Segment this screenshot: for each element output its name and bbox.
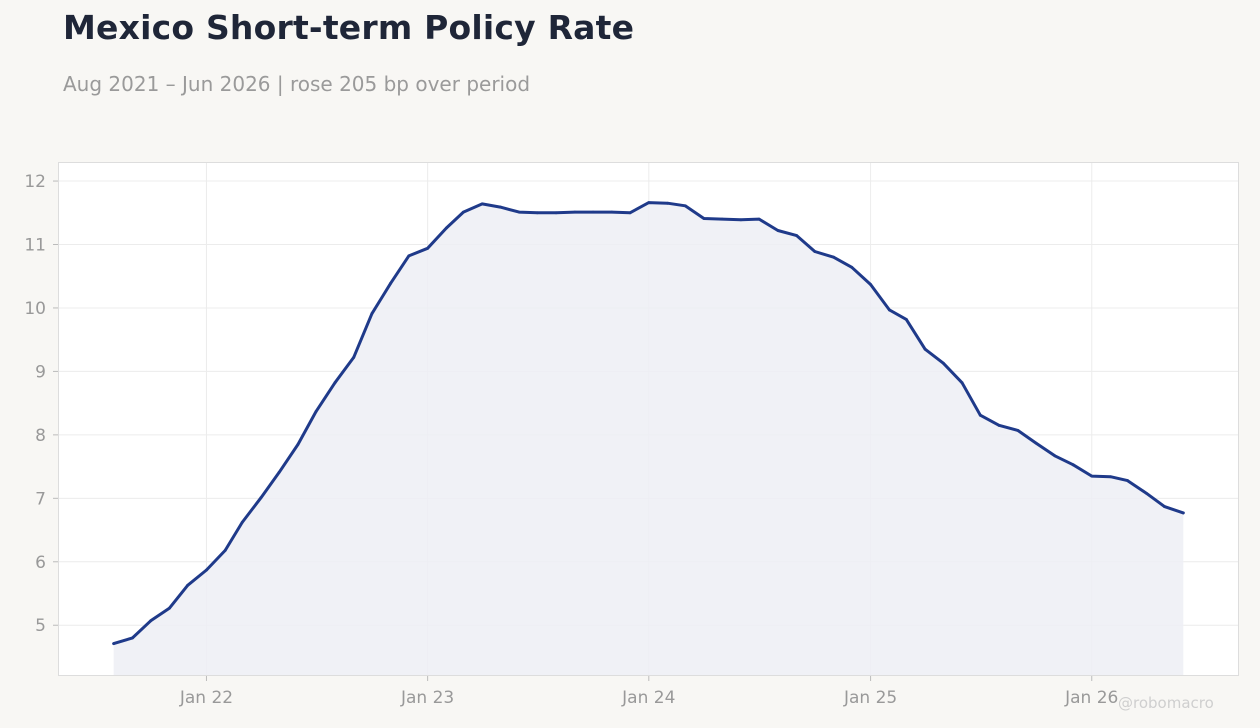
data-point xyxy=(1034,441,1038,445)
data-point xyxy=(1126,479,1129,482)
data-point xyxy=(259,496,263,500)
data-point xyxy=(1163,505,1166,508)
data-point xyxy=(591,210,595,214)
data-point xyxy=(240,521,244,524)
data-point xyxy=(1181,511,1185,515)
data-point xyxy=(923,347,927,351)
y-axis-ticks: 5 6 7 8 9 10 11 12 xyxy=(24,172,58,636)
data-point xyxy=(960,381,964,385)
data-point xyxy=(296,442,300,446)
y-tick-label: 8 xyxy=(35,426,46,446)
data-point xyxy=(333,381,337,385)
data-point xyxy=(647,201,651,205)
y-tick-label: 12 xyxy=(24,172,46,192)
data-point xyxy=(776,229,780,232)
y-tick-label: 9 xyxy=(35,362,46,382)
data-point xyxy=(554,211,558,215)
data-point xyxy=(205,568,208,572)
x-tick-label: Jan 26 xyxy=(1064,688,1118,708)
data-point xyxy=(941,361,945,365)
data-point xyxy=(498,205,502,209)
data-point xyxy=(370,312,374,316)
data-point xyxy=(426,246,430,250)
data-point xyxy=(683,204,687,208)
data-point xyxy=(149,619,153,623)
data-point xyxy=(832,255,836,259)
data-point xyxy=(1109,475,1112,479)
y-tick-label: 7 xyxy=(35,489,46,509)
x-axis-ticks: Jan 22 Jan 23 Jan 24 Jan 25 Jan 26 xyxy=(179,676,1118,708)
data-point xyxy=(223,548,227,552)
data-point xyxy=(720,217,724,221)
x-tick-label: Jan 24 xyxy=(621,688,675,708)
data-point xyxy=(407,254,411,258)
data-point xyxy=(535,211,539,215)
data-point xyxy=(389,281,393,285)
data-points xyxy=(112,201,1185,646)
data-point xyxy=(757,217,761,221)
data-point xyxy=(480,202,484,206)
data-point xyxy=(1053,454,1057,458)
data-point xyxy=(702,217,706,220)
x-tick-label: Jan 25 xyxy=(843,688,897,708)
data-point xyxy=(997,423,1001,427)
data-point xyxy=(904,317,908,321)
data-point xyxy=(277,470,281,474)
data-point xyxy=(666,201,669,205)
chart-title: Mexico Short-term Policy Rate xyxy=(63,8,635,47)
data-point xyxy=(1071,463,1075,467)
data-point xyxy=(1144,491,1148,495)
data-point xyxy=(112,642,116,646)
data-point xyxy=(628,211,632,215)
data-point xyxy=(1090,474,1094,478)
data-point xyxy=(168,606,171,610)
data-point xyxy=(461,210,465,214)
data-point xyxy=(445,226,448,230)
data-point xyxy=(795,234,799,238)
x-tick-label: Jan 22 xyxy=(179,688,233,708)
data-point xyxy=(314,409,318,413)
data-point xyxy=(517,210,521,214)
data-point xyxy=(887,308,891,312)
data-point xyxy=(186,583,190,587)
data-point xyxy=(813,250,817,253)
data-point xyxy=(131,636,134,640)
data-point xyxy=(739,218,743,222)
data-point xyxy=(978,413,982,417)
y-tick-label: 11 xyxy=(24,235,46,255)
watermark: @robomacro xyxy=(1118,694,1214,712)
chart-subtitle: Aug 2021 – Jun 2026 | rose 205 bp over p… xyxy=(63,72,531,96)
data-point xyxy=(573,210,577,214)
data-point xyxy=(352,356,356,359)
data-point xyxy=(850,265,854,269)
plot-frame xyxy=(58,162,1239,676)
y-tick-label: 10 xyxy=(24,299,46,319)
y-tick-label: 5 xyxy=(35,616,46,636)
x-tick-label: Jan 23 xyxy=(400,688,454,708)
data-point xyxy=(610,210,614,214)
data-point xyxy=(1016,429,1020,432)
y-tick-label: 6 xyxy=(35,553,46,573)
data-point xyxy=(869,283,872,286)
area-fill xyxy=(113,202,1184,676)
